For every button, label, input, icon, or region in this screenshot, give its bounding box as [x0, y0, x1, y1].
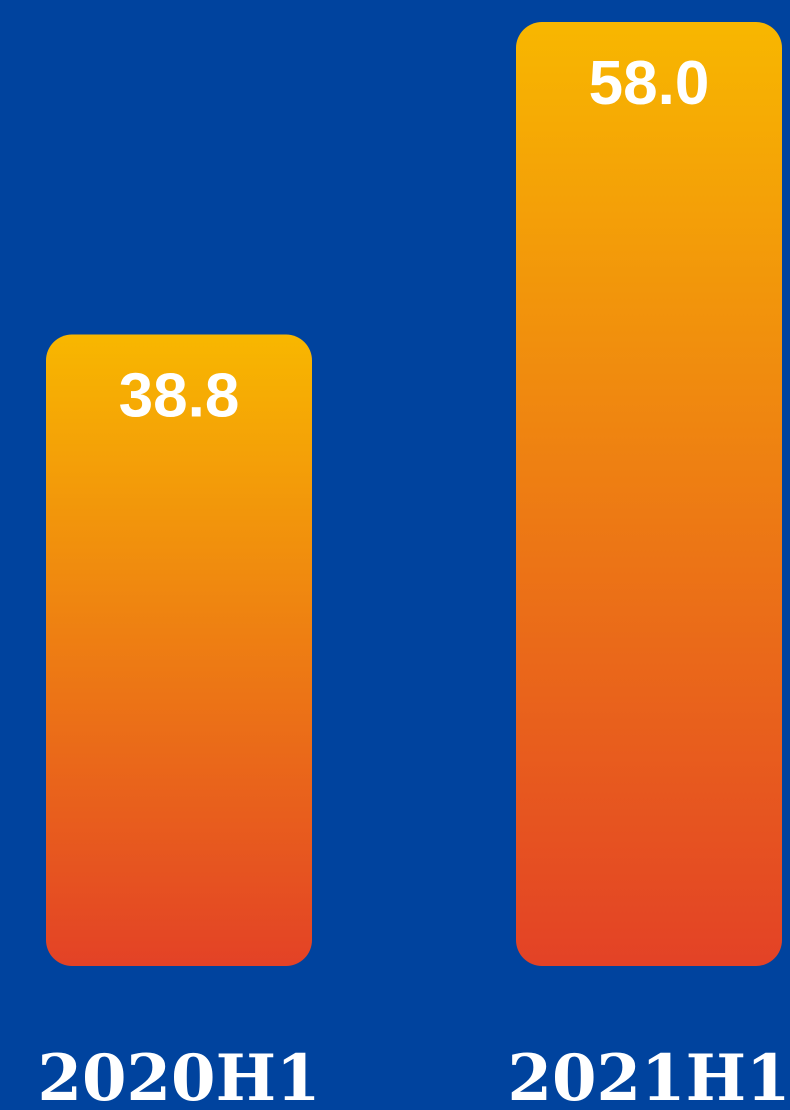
x-tick-label: 2021H1 — [507, 1041, 790, 1110]
x-tick-label: 2020H1 — [37, 1041, 320, 1110]
bars-group — [46, 22, 782, 966]
bar-value-label: 38.8 — [119, 361, 240, 430]
bar-value-label: 58.0 — [589, 49, 710, 118]
bar-2021h1 — [516, 22, 782, 966]
